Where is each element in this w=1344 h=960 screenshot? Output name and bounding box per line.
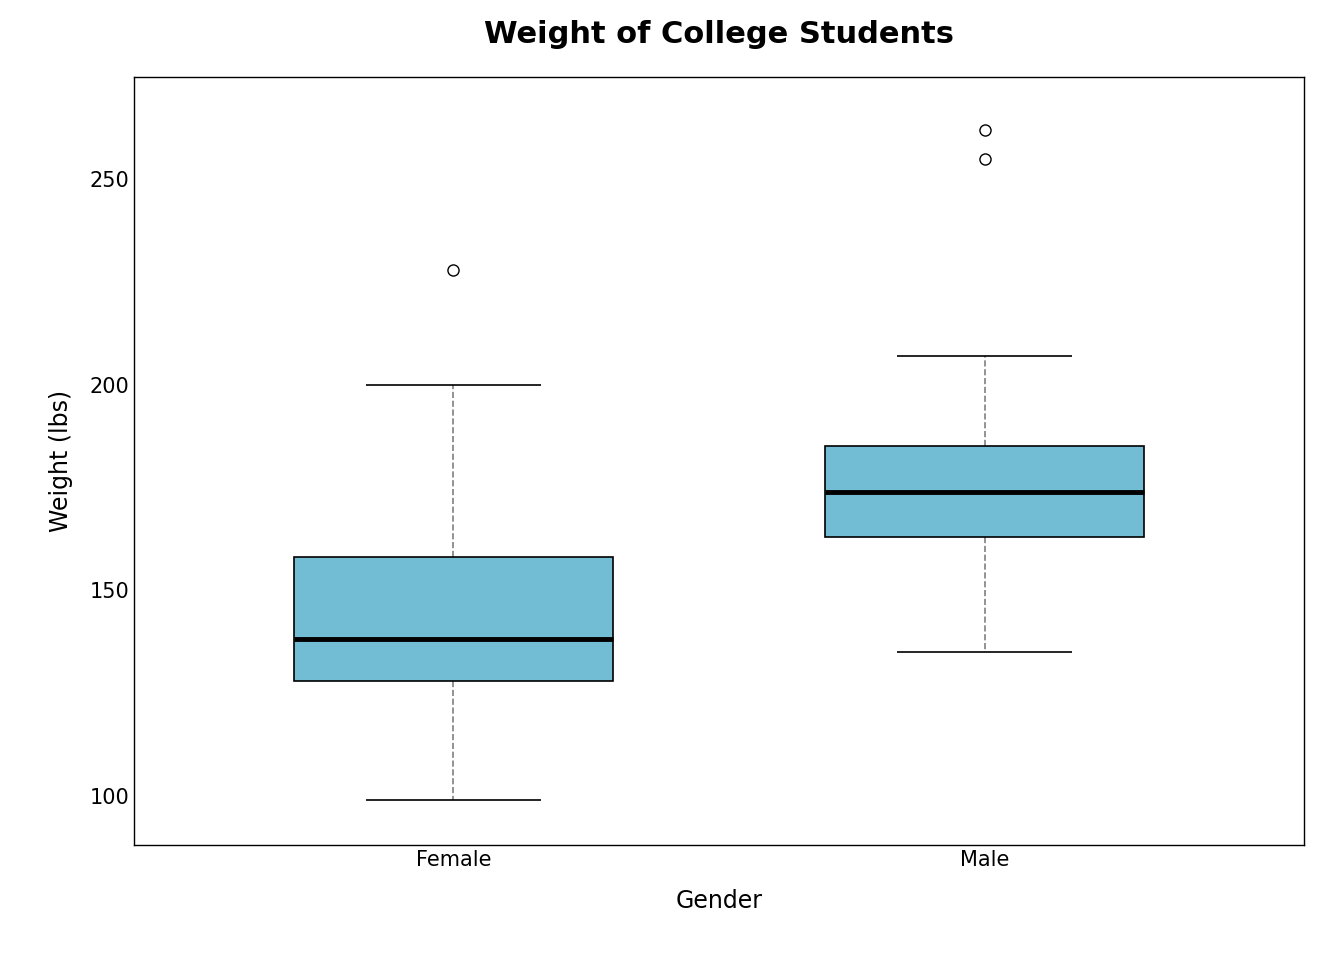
Bar	[294, 558, 613, 681]
Y-axis label: Weight (lbs): Weight (lbs)	[50, 390, 73, 532]
X-axis label: Gender: Gender	[676, 889, 762, 913]
Title: Weight of College Students: Weight of College Students	[484, 20, 954, 50]
Bar	[825, 446, 1144, 537]
